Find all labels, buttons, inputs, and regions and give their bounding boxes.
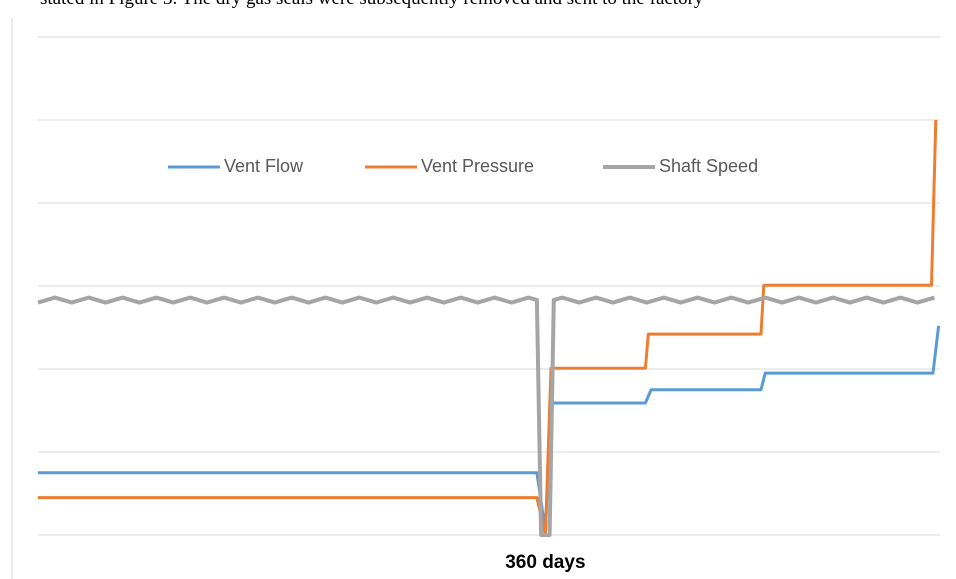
x-tick-label: 360 days <box>505 552 585 573</box>
legend-label: Vent Flow <box>224 156 304 176</box>
legend-label: Vent Pressure <box>421 156 534 176</box>
legend-label: Shaft Speed <box>659 156 758 176</box>
line <box>38 325 941 533</box>
caption: stated in Figure 3. The dry gas seals we… <box>40 0 704 9</box>
line <box>37 295 935 537</box>
